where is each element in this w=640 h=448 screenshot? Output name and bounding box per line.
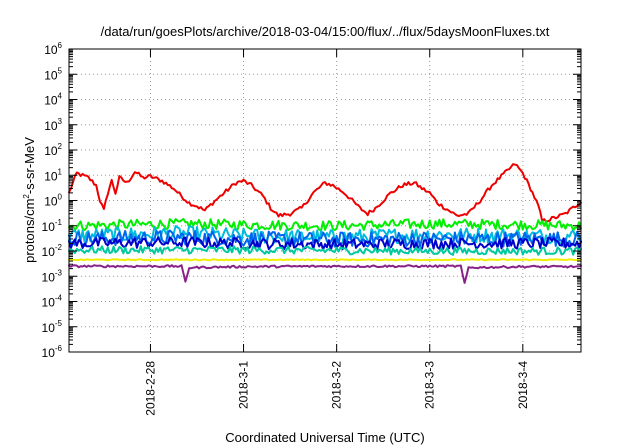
y-tick-label-base: 10	[44, 119, 58, 133]
series-line-6	[68, 245, 582, 256]
y-tick-label: 10-3	[42, 268, 63, 284]
y-axis-label-rest: -s-sr-MeV	[22, 137, 37, 194]
y-tick-label-base: 10	[44, 43, 58, 57]
y-tick-label-base: 10	[44, 144, 58, 158]
y-tick-label: 10-6	[42, 344, 63, 360]
y-tick-label-exp: -1	[55, 218, 63, 227]
y-tick-label: 106	[44, 41, 62, 57]
y-tick-label: 10-4	[42, 294, 63, 310]
y-tick-label-base: 10	[42, 346, 56, 360]
x-axis-tick-labels: 2018-2-28 2018-3-1 2018-3-2 2018-3-3 2018-3-…	[143, 361, 529, 416]
grid	[69, 49, 581, 352]
y-tick-label-base: 10	[44, 94, 58, 108]
y-tick-label: 10-5	[42, 319, 63, 335]
y-tick-label-base: 10	[44, 169, 58, 183]
y-tick-label-base: 10	[42, 296, 56, 310]
y-tick-label-exp: 4	[58, 92, 63, 101]
y-axis-tick-labels: 10610510410310210110010-110-210-310-410-…	[42, 41, 63, 360]
y-tick-label-exp: -2	[55, 243, 63, 252]
series-layer	[68, 163, 582, 284]
y-tick-label-exp: 2	[58, 142, 63, 151]
x-tick-label: 2018-3-1	[237, 361, 251, 409]
series-line-7	[68, 258, 582, 262]
y-tick-label: 105	[44, 66, 62, 82]
y-tick-label-base: 10	[42, 270, 56, 284]
x-tick-label: 2018-3-4	[516, 361, 530, 409]
y-tick-label: 103	[44, 117, 62, 133]
y-tick-label-base: 10	[42, 220, 56, 234]
y-tick-label-exp: -4	[55, 294, 63, 303]
series-line-5	[68, 236, 582, 251]
y-tick-label-base: 10	[42, 321, 56, 335]
y-tick-label-exp: 0	[58, 193, 63, 202]
series-line-2	[68, 217, 582, 232]
y-axis-label: protons/cm2-s-sr-MeV	[22, 137, 37, 263]
chart-title: /data/run/goesPlots/archive/2018-03-04/1…	[101, 24, 550, 39]
x-axis-label: Coordinated Universal Time (UTC)	[225, 430, 424, 445]
y-tick-label-base: 10	[44, 195, 58, 209]
y-tick-label-exp: 3	[58, 117, 63, 126]
y-tick-label-exp: 5	[58, 66, 63, 75]
series-line-1	[68, 163, 582, 223]
y-tick-label-exp: -5	[55, 319, 63, 328]
series-line-8	[68, 264, 582, 284]
y-tick-label: 10-2	[42, 243, 63, 259]
y-axis-label-base: protons/cm	[22, 199, 37, 263]
y-tick-label: 102	[44, 142, 62, 158]
y-tick-label-exp: -6	[55, 344, 63, 353]
y-tick-label: 101	[44, 167, 62, 183]
y-tick-label: 10-1	[42, 218, 63, 234]
y-tick-label: 100	[44, 193, 62, 209]
x-tick-label: 2018-3-2	[330, 361, 344, 409]
y-tick-label-exp: 6	[58, 41, 63, 50]
y-tick-label-base: 10	[42, 245, 56, 259]
y-tick-label-base: 10	[44, 68, 58, 82]
y-tick-label: 104	[44, 92, 62, 108]
x-tick-label: 2018-3-3	[423, 361, 437, 409]
axis-ticks	[69, 48, 581, 353]
y-tick-label-exp: 1	[58, 167, 63, 176]
y-axis-label-sup: 2	[22, 194, 31, 199]
y-tick-label-exp: -3	[55, 268, 63, 277]
x-tick-label: 2018-2-28	[143, 361, 157, 416]
